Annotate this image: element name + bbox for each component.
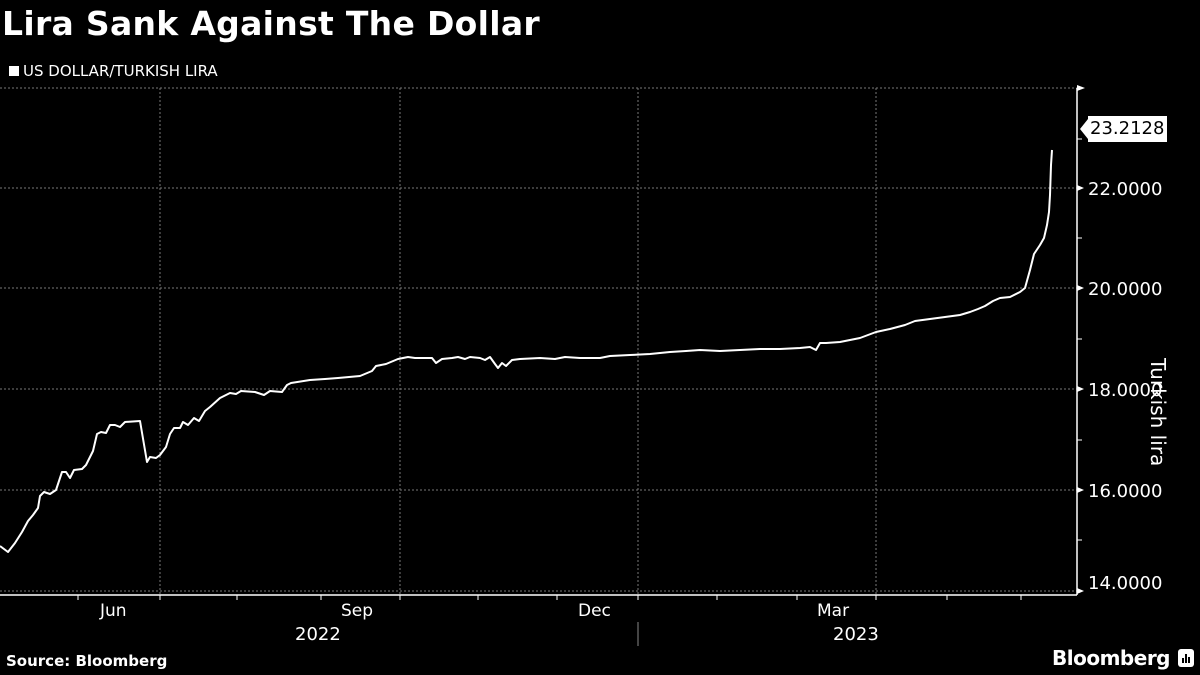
y-tick-label: 14.0000 [1088,573,1163,594]
brand-name: Bloomberg [1052,646,1170,670]
x-year-label: 2022 [295,624,341,645]
badge-pointer [1080,119,1088,139]
brand: Bloomberg [1052,646,1194,670]
last-value-badge: 23.2128 [1080,116,1168,142]
x-tick-label: Dec [578,601,611,621]
y-tick-label: 18.0000 [1088,380,1163,401]
x-tick-label: Sep [341,601,374,621]
legend-label: US DOLLAR/TURKISH LIRA [23,62,218,80]
h-gridlines [0,87,1077,592]
y-major-ticks [1077,85,1085,594]
data-line [0,149,1053,553]
x-ticks [77,595,1022,600]
last-value-label: 23.2128 [1088,116,1168,142]
y-tick-label: 22.0000 [1088,179,1163,200]
chart-title: Lira Sank Against The Dollar [2,4,540,43]
y-axis-label: Turkish lira [1146,358,1170,467]
bloomberg-logo-icon [1178,649,1194,667]
legend-swatch [9,66,19,76]
y-tick-label: 20.0000 [1088,279,1163,300]
v-gridlines [159,88,877,594]
x-tick-label: Jun [100,601,127,621]
x-year-label: 2023 [833,624,879,645]
x-tick-label: Mar [817,601,850,621]
legend: US DOLLAR/TURKISH LIRA [9,62,218,80]
y-tick-label: 16.0000 [1088,481,1163,502]
y-minor-ticks [1077,138,1082,541]
source-note: Source: Bloomberg [6,652,168,670]
